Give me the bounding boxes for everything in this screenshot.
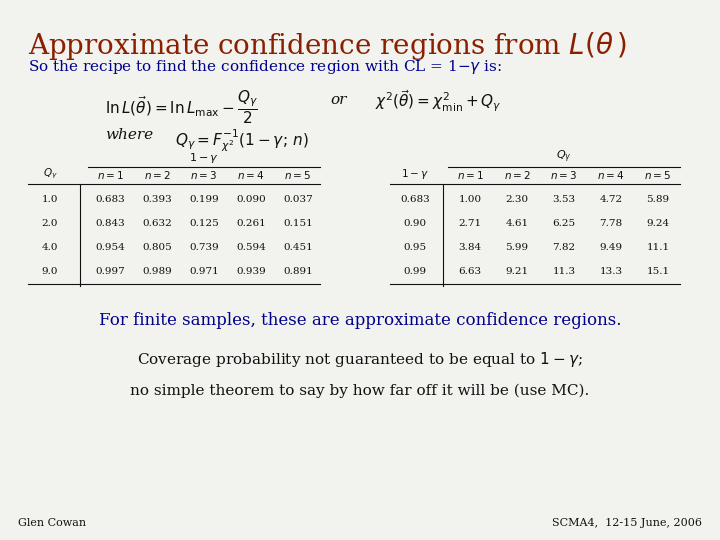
Text: 1.0: 1.0	[42, 195, 58, 204]
Text: 2.71: 2.71	[459, 219, 482, 228]
Text: 7.78: 7.78	[600, 219, 623, 228]
Text: $\ln L(\vec{\theta}) = \ln L_{\mathrm{max}} - \dfrac{Q_{\gamma}}{2}$: $\ln L(\vec{\theta}) = \ln L_{\mathrm{ma…	[105, 88, 258, 126]
Text: $n=3$: $n=3$	[551, 169, 577, 181]
Text: 6.63: 6.63	[459, 267, 482, 276]
Text: 0.151: 0.151	[283, 219, 313, 228]
Text: 15.1: 15.1	[647, 267, 670, 276]
Text: Glen Cowan: Glen Cowan	[18, 518, 86, 528]
Text: 0.261: 0.261	[236, 219, 266, 228]
Text: 9.24: 9.24	[647, 219, 670, 228]
Text: 5.89: 5.89	[647, 195, 670, 204]
Text: 0.632: 0.632	[142, 219, 172, 228]
Text: $1-\gamma$: $1-\gamma$	[401, 167, 429, 181]
Text: 1.00: 1.00	[459, 195, 482, 204]
Text: 0.393: 0.393	[142, 195, 172, 204]
Text: 0.805: 0.805	[142, 243, 172, 252]
Text: SCMA4,  12-15 June, 2006: SCMA4, 12-15 June, 2006	[552, 518, 702, 528]
Text: no simple theorem to say by how far off it will be (use MC).: no simple theorem to say by how far off …	[130, 384, 590, 399]
Text: So the recipe to find the confidence region with CL = 1$-\gamma$ is:: So the recipe to find the confidence reg…	[28, 58, 502, 76]
Text: 0.199: 0.199	[189, 195, 219, 204]
Text: 0.90: 0.90	[403, 219, 426, 228]
Text: 7.82: 7.82	[552, 243, 575, 252]
Text: 2.30: 2.30	[505, 195, 528, 204]
Text: 0.939: 0.939	[236, 267, 266, 276]
Text: 5.99: 5.99	[505, 243, 528, 252]
Text: $n=5$: $n=5$	[284, 169, 312, 181]
Text: 9.21: 9.21	[505, 267, 528, 276]
Text: Approximate confidence regions from $L(\theta\,)$: Approximate confidence regions from $L(\…	[28, 30, 627, 62]
Text: $n=1$: $n=1$	[96, 169, 124, 181]
Text: 0.954: 0.954	[95, 243, 125, 252]
Text: 0.891: 0.891	[283, 267, 313, 276]
Text: 0.971: 0.971	[189, 267, 219, 276]
Text: or: or	[330, 93, 346, 107]
Text: 11.1: 11.1	[647, 243, 670, 252]
Text: Coverage probability not guaranteed to be equal to $1-\gamma$;: Coverage probability not guaranteed to b…	[138, 350, 582, 369]
Text: $Q_{\gamma}$: $Q_{\gamma}$	[556, 148, 572, 165]
Text: $Q_{\gamma} = F^{-1}_{\chi^{2}}(1-\gamma;\,n)$: $Q_{\gamma} = F^{-1}_{\chi^{2}}(1-\gamma…	[175, 128, 309, 154]
Text: $n=5$: $n=5$	[644, 169, 672, 181]
Text: 0.451: 0.451	[283, 243, 313, 252]
Text: 3.53: 3.53	[552, 195, 575, 204]
Text: $n=4$: $n=4$	[598, 169, 625, 181]
Text: 6.25: 6.25	[552, 219, 575, 228]
Text: 4.0: 4.0	[42, 243, 58, 252]
Text: 3.84: 3.84	[459, 243, 482, 252]
Text: 0.683: 0.683	[95, 195, 125, 204]
Text: 0.090: 0.090	[236, 195, 266, 204]
Text: $n=4$: $n=4$	[238, 169, 265, 181]
Text: For finite samples, these are approximate confidence regions.: For finite samples, these are approximat…	[99, 312, 621, 329]
Text: $n=3$: $n=3$	[191, 169, 217, 181]
Text: 0.95: 0.95	[403, 243, 426, 252]
Text: 9.49: 9.49	[600, 243, 623, 252]
Text: 0.125: 0.125	[189, 219, 219, 228]
Text: 0.037: 0.037	[283, 195, 313, 204]
Text: 11.3: 11.3	[552, 267, 575, 276]
Text: 0.989: 0.989	[142, 267, 172, 276]
Text: 4.72: 4.72	[600, 195, 623, 204]
Text: 9.0: 9.0	[42, 267, 58, 276]
Text: $\chi^{2}(\vec{\theta}) = \chi^{2}_{\min} + Q_{\gamma}$: $\chi^{2}(\vec{\theta}) = \chi^{2}_{\min…	[375, 88, 502, 113]
Text: 0.739: 0.739	[189, 243, 219, 252]
Text: $n=2$: $n=2$	[143, 169, 171, 181]
Text: $n=1$: $n=1$	[456, 169, 484, 181]
Text: where: where	[105, 128, 153, 142]
Text: 0.683: 0.683	[400, 195, 430, 204]
Text: 4.61: 4.61	[505, 219, 528, 228]
Text: 0.997: 0.997	[95, 267, 125, 276]
Text: 13.3: 13.3	[600, 267, 623, 276]
Text: 0.99: 0.99	[403, 267, 426, 276]
Text: 0.594: 0.594	[236, 243, 266, 252]
Text: 2.0: 2.0	[42, 219, 58, 228]
Text: 0.843: 0.843	[95, 219, 125, 228]
Text: $1-\gamma$: $1-\gamma$	[189, 151, 219, 165]
Text: $n=2$: $n=2$	[503, 169, 531, 181]
Text: $Q_{\gamma}$: $Q_{\gamma}$	[42, 167, 58, 181]
